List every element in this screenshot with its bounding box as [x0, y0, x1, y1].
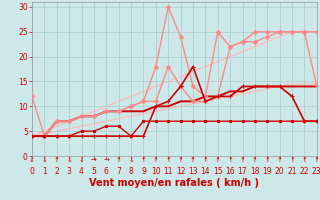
X-axis label: Vent moyen/en rafales ( km/h ): Vent moyen/en rafales ( km/h ): [89, 178, 260, 188]
